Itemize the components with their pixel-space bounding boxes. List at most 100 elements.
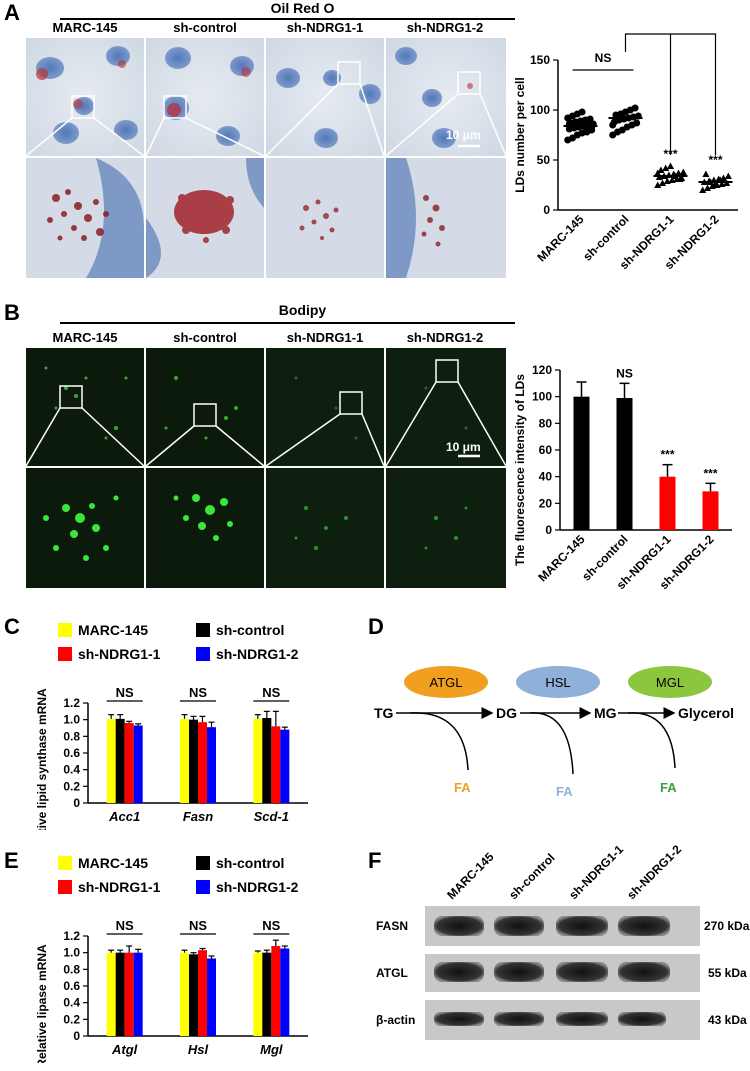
panel-b-header-rule — [60, 322, 515, 324]
e-legend-label: sh-control — [216, 855, 284, 871]
panel-b-tile-ndrg1-1-zoom — [266, 468, 384, 588]
e-bar — [124, 952, 134, 1036]
blot-size-atgl: 55 kDa — [708, 966, 747, 980]
c-bar — [189, 719, 198, 803]
e-bar — [253, 952, 263, 1036]
a-data-point — [633, 119, 641, 127]
b-y-tick-label: 80 — [539, 416, 553, 430]
e-y-tick-label: 0 — [73, 1029, 80, 1043]
a-data-point — [704, 184, 711, 191]
c-ns-label: NS — [262, 685, 280, 700]
c-legend-label: sh-NDRG1-2 — [216, 646, 299, 662]
e-legend-label: sh-NDRG1-1 — [78, 879, 161, 895]
e-bar — [280, 948, 290, 1036]
c-legend-swatch — [58, 647, 72, 661]
e-ns-label: NS — [189, 918, 207, 933]
c-y-tick-label: 1.2 — [63, 696, 80, 710]
a-y-tick-label: 100 — [530, 103, 550, 117]
c-bar — [207, 727, 216, 803]
panel-b-bar-chart: 0 20 40 60 80 100 120 The fluorescence intensit… — [513, 363, 732, 592]
a-x-tick-label: MARC-145 — [534, 212, 587, 265]
c-x-tick-label: Scd-1 — [254, 809, 289, 824]
c-bar — [280, 729, 290, 803]
c-bar — [262, 718, 272, 803]
panel-b-group-4: sh-NDRG1-2 — [406, 330, 484, 345]
c-y-tick-label: 0.2 — [63, 779, 80, 793]
e-bar — [198, 950, 207, 1036]
c-y-tick-label: 0.6 — [63, 746, 80, 760]
b-y-tick-label: 120 — [532, 363, 552, 377]
panel-d-lipolysis-diagram: ATGL HSL MGL TG DG MG Glycerol FA FA FA — [374, 666, 734, 799]
panel-a-group-4: sh-NDRG1-2 — [406, 20, 484, 35]
panel-b-tile-ndrg1-2-zoom — [386, 468, 506, 588]
a-ns-label: NS — [595, 51, 612, 65]
e-y-tick-label: 1.2 — [63, 929, 80, 943]
c-ns-label: NS — [116, 685, 134, 700]
panel-a-group-2: sh-control — [173, 20, 237, 35]
tg-label: TG — [374, 705, 394, 721]
e-bar — [207, 958, 216, 1036]
a-y-tick-label: 50 — [537, 153, 551, 167]
lane-label-shcontrol: sh-control — [506, 851, 557, 902]
blot-size-actin: 43 kDa — [708, 1013, 747, 1027]
panel-b-scale-bar-label: 10 μm — [446, 440, 481, 454]
c-bar — [133, 725, 143, 803]
e-bar — [133, 952, 143, 1036]
a-data-point — [699, 186, 707, 193]
b-bar — [616, 398, 633, 530]
atgl-label: ATGL — [430, 675, 463, 690]
e-bar — [271, 946, 281, 1036]
e-y-tick-label: 0.4 — [63, 996, 80, 1010]
panel-f-western-blot: MARC-145 sh-control sh-NDRG1-1 sh-NDRG1-… — [376, 842, 750, 1040]
c-x-tick-label: Acc1 — [108, 809, 140, 824]
panel-label-a: A — [4, 0, 20, 25]
panel-b-tile-marc145-top — [26, 348, 144, 466]
a-data-point — [654, 169, 662, 176]
panel-b-tile-marc145-zoom — [26, 468, 144, 588]
c-bar — [198, 722, 207, 803]
c-y-tick-label: 0.8 — [63, 729, 80, 743]
e-bar — [115, 952, 125, 1036]
b-bar — [573, 396, 590, 530]
panel-label-d: D — [368, 614, 384, 639]
lane-label-marc145: MARC-145 — [444, 850, 497, 903]
a-data-point — [676, 175, 684, 182]
b-y-tick-label: 60 — [539, 443, 553, 457]
panel-label-c: C — [4, 614, 20, 639]
a-data-point — [679, 168, 687, 175]
atgl-enzyme — [404, 666, 488, 698]
e-legend-label: MARC-145 — [78, 855, 148, 871]
lane-label-ndrg1-2: sh-NDRG1-2 — [624, 842, 684, 902]
e-legend-label: sh-NDRG1-2 — [216, 879, 299, 895]
a-data-point — [702, 170, 710, 177]
c-legend-label: MARC-145 — [78, 622, 148, 638]
a-data-point — [724, 172, 732, 179]
a-y-tick-label: 150 — [530, 53, 550, 67]
lane-label-ndrg1-1: sh-NDRG1-1 — [566, 842, 626, 902]
c-bar — [253, 718, 263, 803]
a-data-point — [631, 104, 639, 112]
panel-e-bar-chart: MARC-145 sh-control sh-NDRG1-1 sh-NDRG1-2 0 0… — [35, 855, 308, 1063]
e-x-tick-label: Atgl — [111, 1042, 138, 1057]
a-data-point — [609, 121, 617, 129]
panel-b-tile-ndrg1-2-top — [386, 348, 506, 466]
a-data-point — [654, 181, 662, 188]
e-y-axis-label: Relative lipase mRNA — [35, 944, 49, 1063]
blot-row-actin: β-actin — [376, 1013, 415, 1027]
fa-label-3: FA — [660, 780, 677, 795]
c-legend-label: sh-NDRG1-1 — [78, 646, 161, 662]
panel-b-stain-title: Bodipy — [278, 302, 327, 318]
b-y-axis-label: The fluorescence intensity of LDs — [513, 374, 527, 566]
e-y-tick-label: 1.0 — [63, 946, 80, 960]
c-bar — [180, 718, 189, 803]
e-bar — [106, 952, 116, 1036]
a-data-point — [662, 164, 670, 171]
b-bar — [659, 476, 676, 530]
panel-a-tile-marc145-zoom — [26, 158, 144, 278]
a-sig-label: *** — [663, 147, 677, 161]
e-x-tick-label: Hsl — [188, 1042, 209, 1057]
panel-label-b: B — [4, 300, 20, 325]
e-bar — [262, 952, 272, 1036]
c-y-tick-label: 0 — [73, 796, 80, 810]
